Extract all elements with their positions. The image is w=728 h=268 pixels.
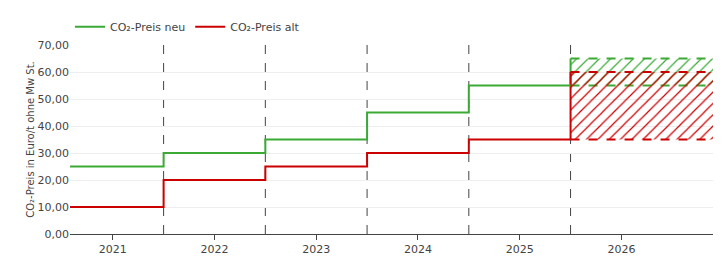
svg-text:2025: 2025: [506, 243, 534, 256]
svg-text:40,00: 40,00: [38, 120, 70, 133]
svg-text:2021: 2021: [99, 243, 127, 256]
svg-text:2024: 2024: [404, 243, 432, 256]
svg-text:CO₂-Preis alt: CO₂-Preis alt: [230, 21, 299, 34]
svg-text:30,00: 30,00: [38, 147, 70, 160]
svg-text:20,00: 20,00: [38, 174, 70, 187]
svg-text:2026: 2026: [607, 243, 635, 256]
svg-text:CO₂-Preis in Euro/t ohne Mw St: CO₂-Preis in Euro/t ohne Mw St.: [25, 61, 36, 218]
svg-text:CO₂-Preis neu: CO₂-Preis neu: [110, 21, 185, 34]
svg-text:70,00: 70,00: [38, 39, 70, 52]
svg-text:2022: 2022: [200, 243, 228, 256]
svg-text:50,00: 50,00: [38, 93, 70, 106]
svg-text:0,00: 0,00: [45, 228, 70, 241]
svg-text:2023: 2023: [302, 243, 330, 256]
svg-text:10,00: 10,00: [38, 201, 70, 214]
svg-text:60,00: 60,00: [38, 66, 70, 79]
